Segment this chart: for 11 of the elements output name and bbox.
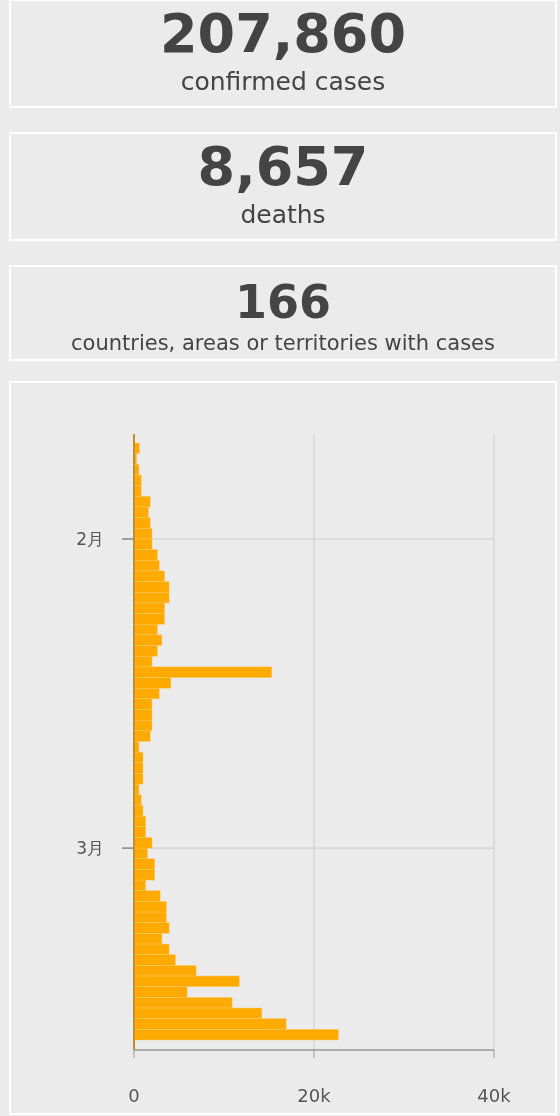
- x-tick-label: 40k: [477, 1085, 512, 1106]
- text: confirmed cases: [180, 67, 386, 96]
- text: 8,657: [197, 135, 369, 198]
- text: deaths: [240, 200, 326, 229]
- x-tick-label: 0: [128, 1085, 140, 1106]
- y-tick-label: 2月: [76, 528, 104, 549]
- text: 207,860: [160, 2, 406, 65]
- y-tick-label: 3月: [76, 838, 104, 859]
- text: 166: [234, 275, 332, 329]
- text: countries, areas or territories with cases: [71, 331, 495, 355]
- x-tick-label: 20k: [297, 1085, 332, 1106]
